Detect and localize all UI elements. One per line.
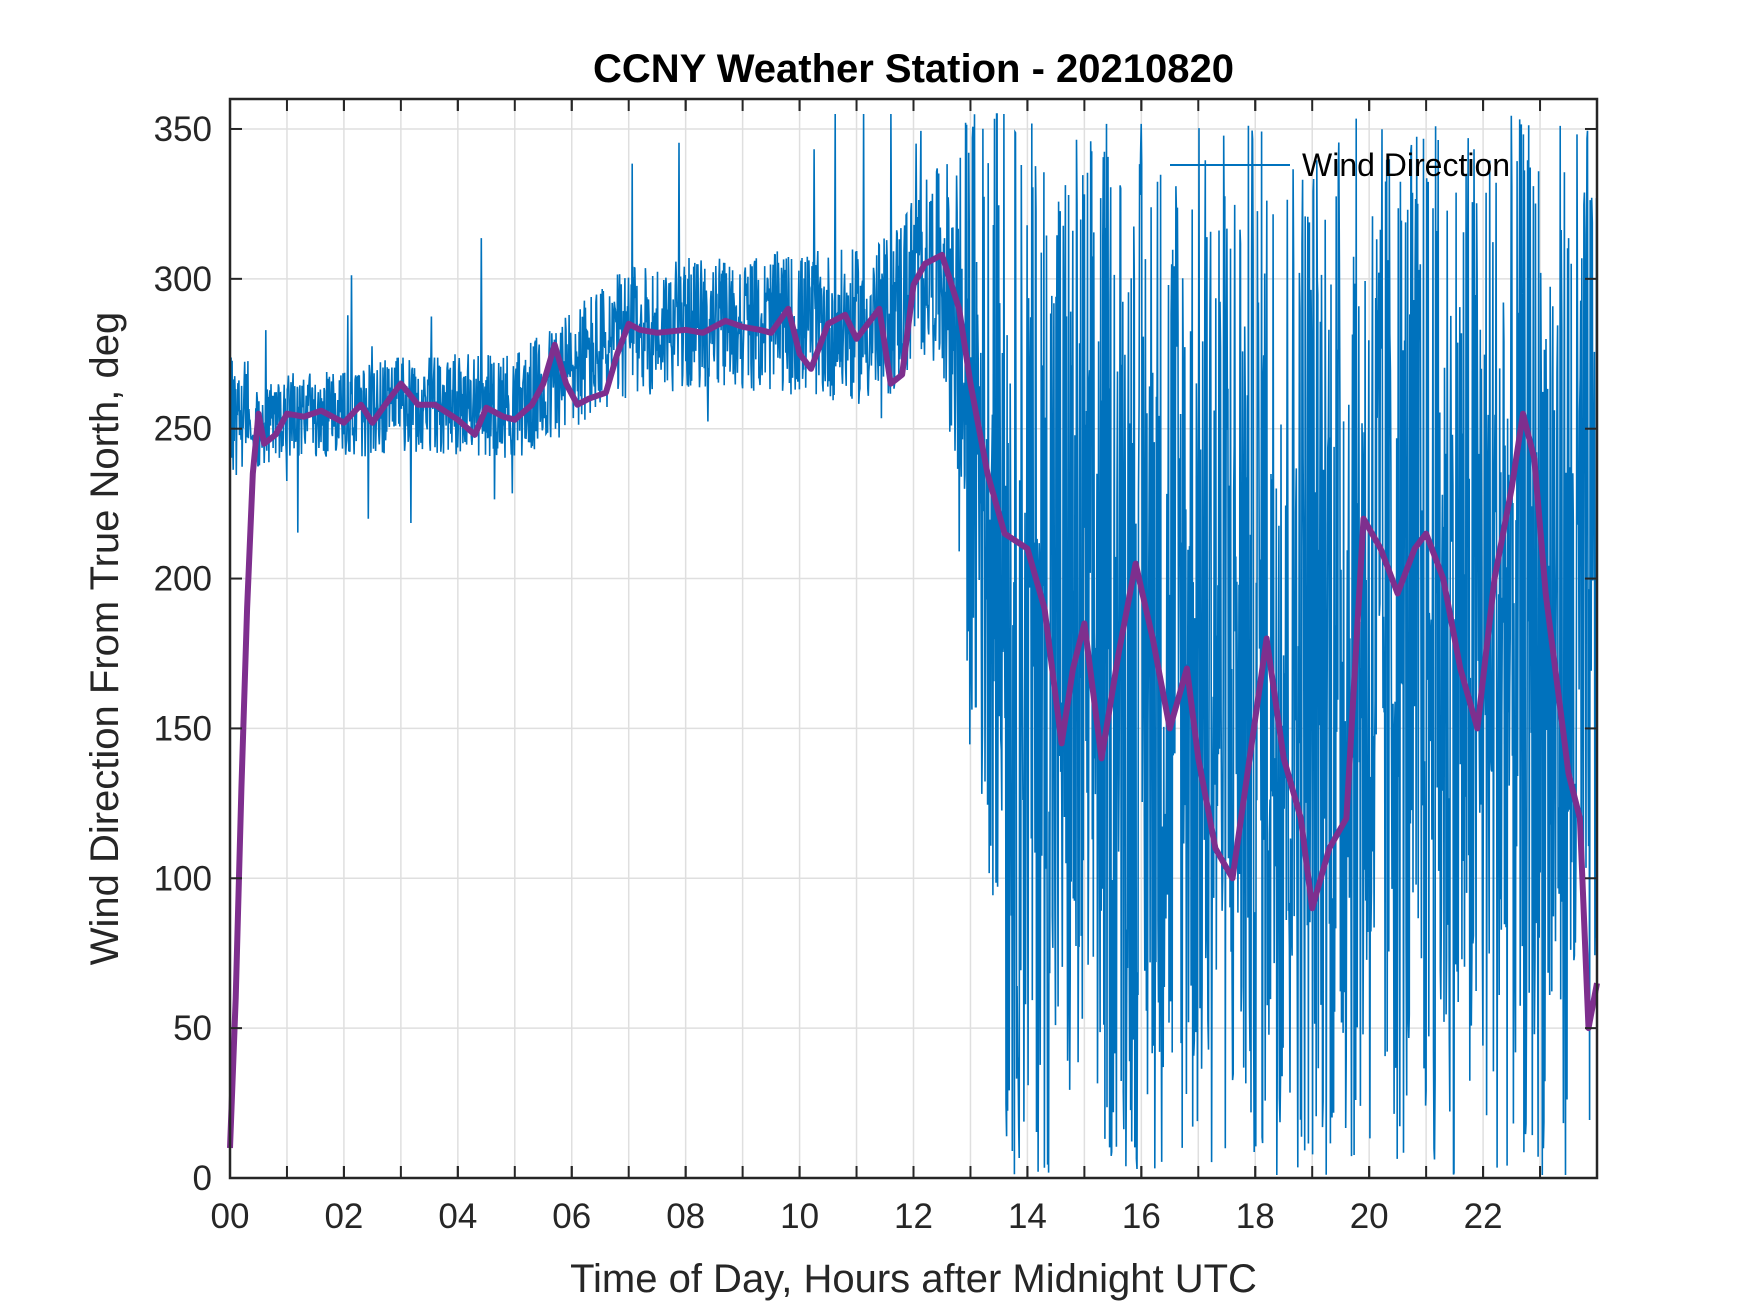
series-smoothed: [227, 251, 1600, 1149]
y-tick-label: 150: [154, 709, 212, 748]
chart-title: CCNY Weather Station - 20210820: [593, 47, 1234, 91]
y-tick-label: 50: [173, 1009, 212, 1048]
x-tick-label: 04: [438, 1197, 477, 1236]
axes: [228, 97, 1599, 1180]
x-axis-label: Time of Day, Hours after Midnight UTC: [570, 1257, 1257, 1301]
series-layer: [227, 113, 1600, 1176]
tick-labels: 00 02 04 06 08 10 12 14 16 18 20 22 0 50 100 150 200 250 3…: [154, 110, 1503, 1236]
y-tick-label: 200: [154, 560, 212, 599]
x-tick-label: 20: [1350, 1197, 1389, 1236]
y-tick-label: 250: [154, 410, 212, 449]
x-tick-label: 14: [1008, 1197, 1047, 1236]
x-tick-label: 06: [552, 1197, 591, 1236]
x-tick-label: 02: [324, 1197, 363, 1236]
y-axis-label: Wind Direction From True North, deg: [83, 312, 127, 966]
y-tick-label: 100: [154, 859, 212, 898]
y-tick-label: 0: [193, 1159, 212, 1198]
legend-label: Wind Direction: [1302, 147, 1510, 183]
y-tick-label: 300: [154, 260, 212, 299]
x-tick-label: 18: [1236, 1197, 1275, 1236]
x-tick-label: 22: [1464, 1197, 1503, 1236]
x-tick-label: 16: [1122, 1197, 1161, 1236]
x-tick-label: 12: [894, 1197, 933, 1236]
x-tick-label: 08: [666, 1197, 705, 1236]
x-tick-label: 00: [211, 1197, 250, 1236]
legend: Wind Direction: [1170, 147, 1510, 183]
x-tick-label: 10: [780, 1197, 819, 1236]
y-tick-label: 350: [154, 110, 212, 149]
